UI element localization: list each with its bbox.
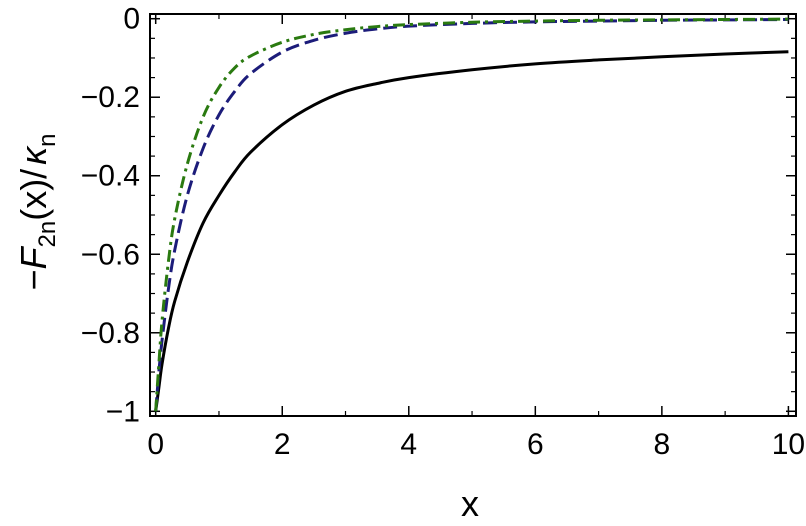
series-line-2 <box>154 18 789 412</box>
series-line-3 <box>154 17 789 412</box>
y-label-f-sub: 2n <box>34 221 61 248</box>
y-label-f: F <box>13 246 54 270</box>
plot-frame <box>149 13 797 417</box>
x-tick-label: 4 <box>400 428 417 461</box>
x-axis-label: x <box>461 483 479 524</box>
x-tick-label: 2 <box>274 428 291 461</box>
y-tick-label: 0 <box>123 3 140 36</box>
y-label-prefix: − <box>13 270 54 291</box>
y-tick-label: −0.6 <box>81 238 140 271</box>
series-layer <box>154 17 789 412</box>
y-axis-label: −F2n(x)/ κn <box>13 133 61 290</box>
y-tick-label: −0.2 <box>81 81 140 114</box>
x-tick-label: 0 <box>147 428 164 461</box>
y-label-arg: (x)/ <box>13 169 54 221</box>
y-tick-label: −0.8 <box>81 317 140 350</box>
x-tick-label: 8 <box>654 428 671 461</box>
y-label-k: κ <box>13 145 54 165</box>
x-tick-label: 10 <box>772 428 805 461</box>
y-tick-label: −1 <box>106 395 140 428</box>
x-axis-ticks: 0 2 4 6 8 10 <box>147 14 805 461</box>
y-axis-ticks: −1 −0.8 −0.6 −0.4 −0.2 0 <box>81 3 796 428</box>
y-label-k-sub: n <box>34 133 61 146</box>
y-tick-label: −0.4 <box>81 160 140 193</box>
x-tick-label: 6 <box>527 428 544 461</box>
series-line-1 <box>154 50 789 412</box>
